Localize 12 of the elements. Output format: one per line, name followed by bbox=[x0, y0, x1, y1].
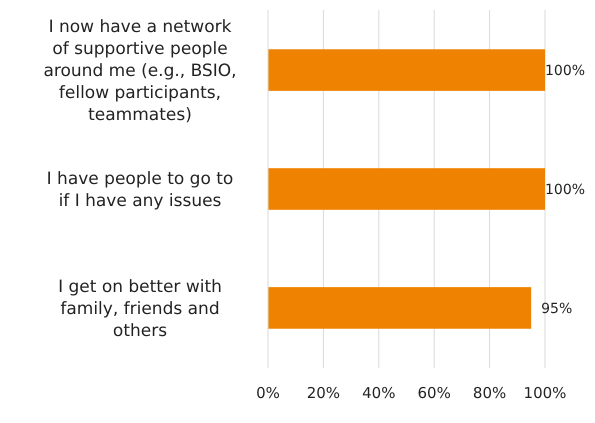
x-tick-label: 40% bbox=[362, 384, 396, 402]
data-label: 100% bbox=[545, 182, 586, 198]
y-tick-label: I now have a network of supportive people around me (e.g., BSIO, fellow participants, teammates) bbox=[43, 17, 237, 126]
x-tick-label: 80% bbox=[472, 384, 506, 402]
data-label: 95% bbox=[541, 300, 572, 317]
y-tick-label: I get on better with family, friends and others bbox=[58, 276, 222, 341]
x-tick-label: 20% bbox=[306, 384, 340, 402]
x-tick-label: 100% bbox=[524, 384, 566, 402]
x-tick-label: 60% bbox=[418, 384, 451, 402]
x-tick-label: 0% bbox=[256, 384, 280, 402]
data-label: 100% bbox=[545, 63, 586, 80]
y-tick-label: I have people to go to if I have any issues bbox=[46, 169, 234, 211]
